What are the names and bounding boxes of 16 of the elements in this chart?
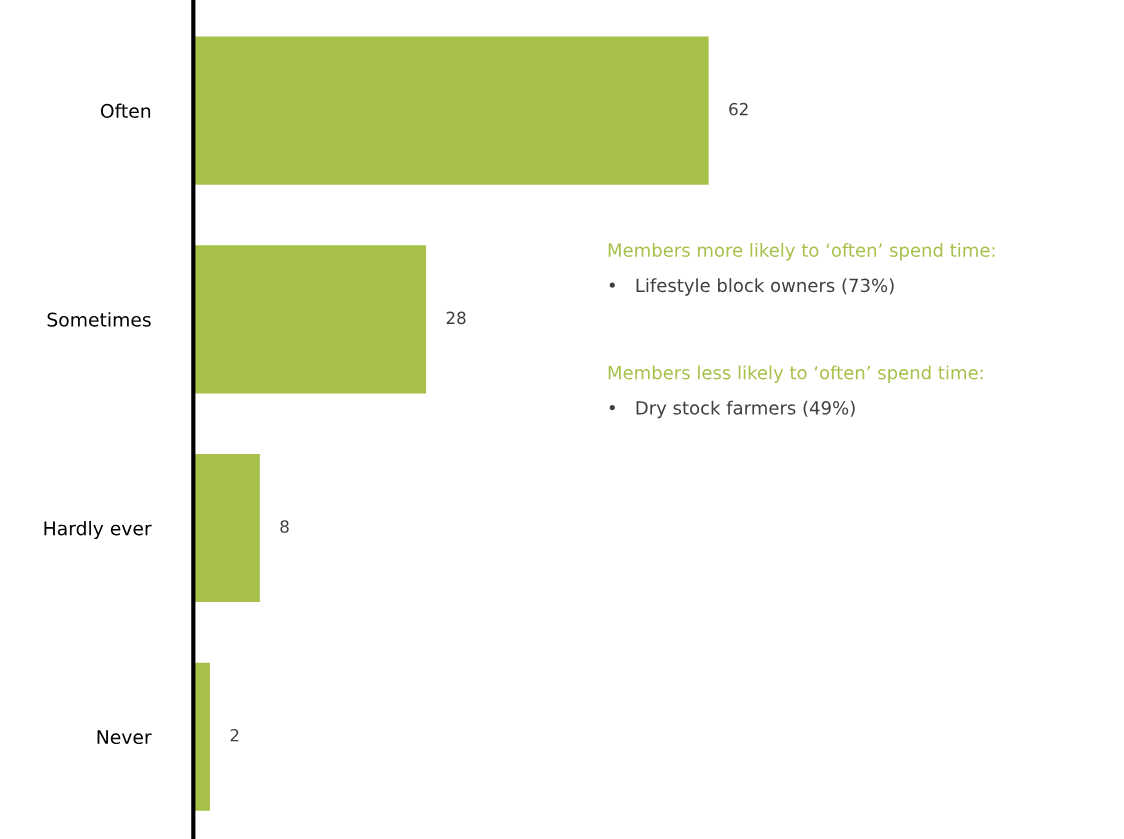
y-tick-label: Sometimes: [47, 312, 151, 327]
data-label: 8: [280, 520, 289, 533]
data-label: 28: [446, 311, 466, 325]
annotation: Members more likely to ‘often’ spend time:: [608, 242, 995, 261]
annotation: Members less likely to ‘often’ spend time:: [608, 365, 983, 383]
bar: [193, 36, 709, 185]
y-tick-label: Often: [100, 103, 151, 118]
bar: [193, 662, 210, 811]
bar: [193, 453, 260, 603]
annotation: • Lifestyle block owners (73%): [609, 278, 894, 296]
y-tick-label: Hardly ever: [44, 520, 152, 540]
data-label: 2: [230, 728, 239, 742]
data-label: 62: [729, 102, 748, 116]
annotation: • Dry stock farmers (49%): [609, 400, 855, 419]
y-tick-label: Never: [97, 730, 152, 745]
bar: [193, 245, 427, 394]
